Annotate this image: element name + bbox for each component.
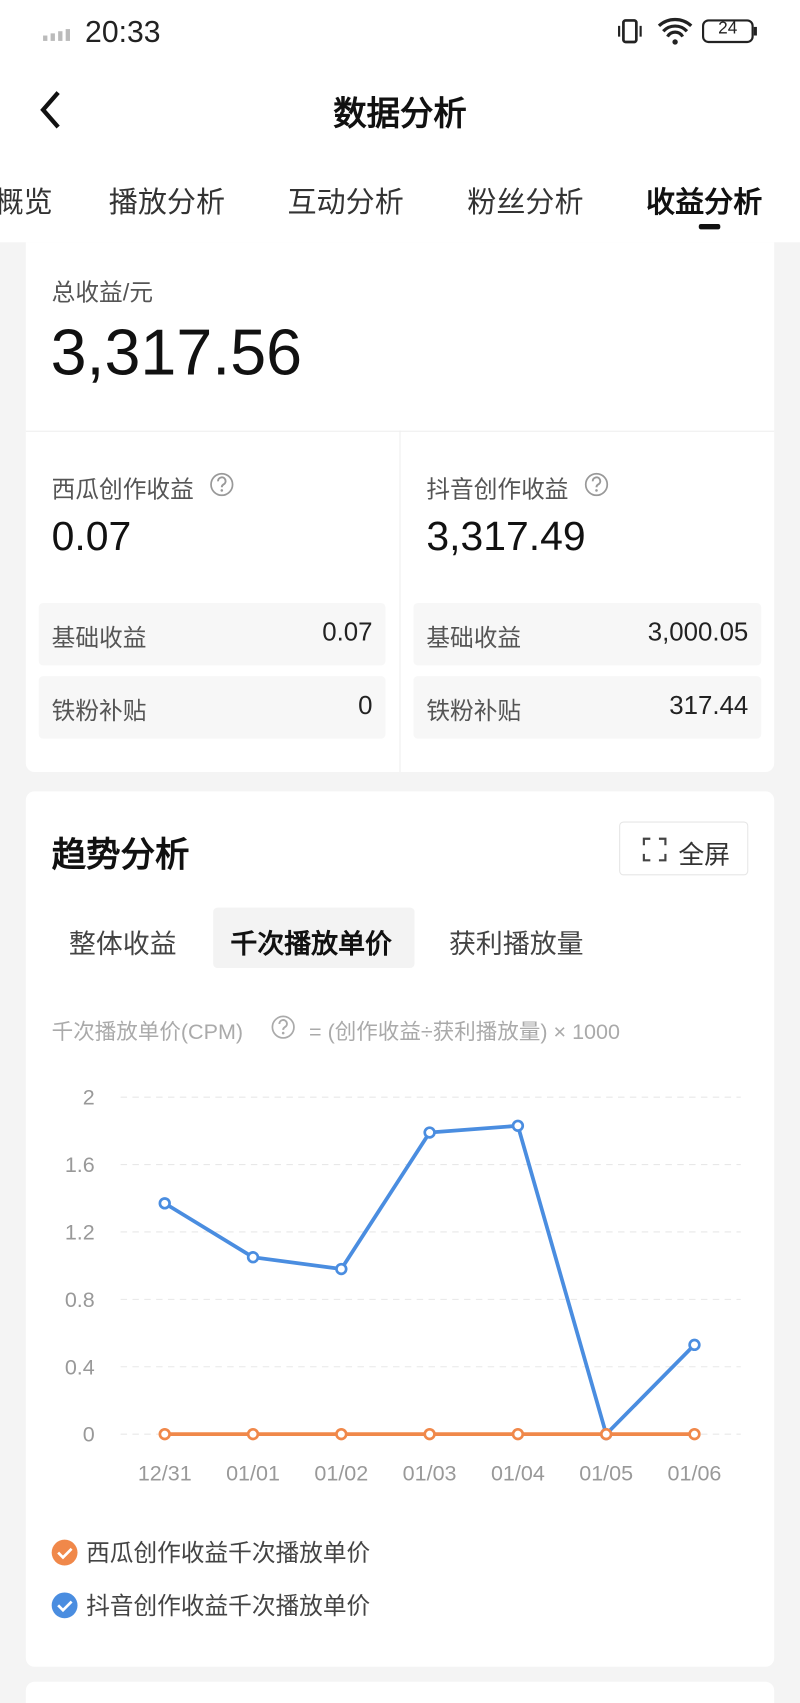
total-label: 总收益/元 (51, 278, 154, 306)
tab[interactable]: 概览 (0, 186, 53, 219)
formula-name: 千次播放单价(CPM) (51, 1020, 244, 1045)
row-label: 基础收益 (51, 624, 147, 652)
formula: = (创作收益÷获利播放量) × 1000 (309, 1020, 620, 1045)
metric-tab[interactable]: 整体收益 (68, 929, 177, 960)
status-icons (618, 17, 757, 45)
back-button[interactable] (34, 88, 66, 131)
detail-row: 基础收益 0.07 (38, 602, 386, 666)
tab-active[interactable]: 收益分析 (646, 186, 763, 219)
row-value: 317.44 (669, 691, 749, 721)
page-title: 数据分析 (333, 94, 467, 133)
xigua-value: 0.07 (51, 514, 132, 560)
tab-indicator (698, 223, 721, 230)
fullscreen-label: 全屏 (678, 840, 731, 870)
total-value: 3,317.56 (50, 316, 303, 389)
detail-row: 铁粉补贴 0 (38, 676, 386, 739)
help-icon[interactable] (270, 1014, 296, 1040)
signal-icon (43, 29, 70, 41)
help-icon[interactable] (584, 472, 610, 498)
detail-row: 基础收益 3,000.05 (413, 602, 762, 666)
tab[interactable]: 互动分析 (287, 186, 404, 219)
status-time: 20:33 (85, 15, 161, 49)
next-card (25, 1681, 775, 1703)
detail-row: 铁粉补贴 317.44 (413, 676, 762, 739)
trend-title: 趋势分析 (51, 835, 190, 875)
row-label: 铁粉补贴 (51, 697, 147, 725)
xigua-label: 西瓜创作收益 (51, 475, 194, 503)
row-value: 3,000.05 (647, 618, 749, 648)
tab[interactable]: 播放分析 (108, 186, 226, 219)
tab[interactable]: 粉丝分析 (467, 186, 584, 219)
help-icon[interactable] (209, 472, 235, 498)
douyin-value: 3,317.49 (426, 514, 586, 560)
row-label: 基础收益 (426, 624, 522, 652)
fullscreen-button[interactable]: 全屏 (619, 821, 749, 876)
douyin-label: 抖音创作收益 (426, 475, 569, 503)
divider (399, 430, 401, 772)
fullscreen-icon (642, 837, 667, 862)
metric-tab-bg (213, 907, 415, 968)
metric-tab[interactable]: 获利播放量 (448, 929, 584, 960)
row-value: 0 (358, 691, 373, 721)
battery-level: 24 (718, 19, 738, 38)
metric-tab-active[interactable]: 千次播放单价 (230, 929, 392, 960)
row-value: 0.07 (322, 618, 373, 648)
top-bar (0, 0, 800, 243)
row-label: 铁粉补贴 (426, 697, 522, 725)
